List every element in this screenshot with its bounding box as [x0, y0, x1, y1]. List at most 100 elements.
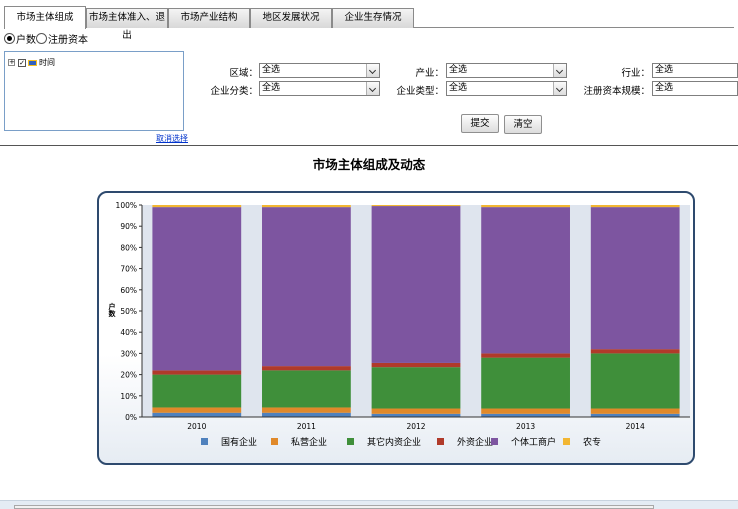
- cancel-selection-link[interactable]: 取消选择: [156, 134, 188, 143]
- bar-segment: [152, 412, 242, 417]
- y-tick-label: 10%: [120, 392, 137, 401]
- sector-select[interactable]: 全选: [652, 63, 738, 78]
- industry-label: 产业：: [415, 68, 444, 79]
- bar-segment: [262, 205, 351, 208]
- tab-enterprise-survival[interactable]: 企业生存情况: [332, 8, 414, 28]
- industry-select[interactable]: 全选: [446, 63, 567, 78]
- bar-segment: [371, 367, 461, 409]
- bar-segment: [481, 207, 570, 354]
- tree-node-label: 时间: [39, 58, 55, 67]
- x-tick-label: 2010: [187, 422, 206, 431]
- y-tick-label: 90%: [120, 222, 137, 231]
- tab-market-composition[interactable]: 市场主体组成: [4, 6, 86, 29]
- tab-regional-development[interactable]: 地区发展状况: [250, 8, 332, 28]
- bar-segment: [152, 374, 242, 408]
- submit-button[interactable]: 提交: [461, 114, 499, 133]
- bar-segment: [481, 413, 570, 417]
- y-tick-label: 60%: [120, 286, 137, 295]
- bar-segment: [371, 362, 461, 368]
- legend-swatch: [271, 438, 278, 445]
- bar-segment: [481, 205, 570, 208]
- horizontal-scrollbar[interactable]: [14, 505, 654, 509]
- checkbox-icon[interactable]: ✓: [18, 58, 26, 67]
- bar-segment: [262, 412, 351, 417]
- clear-button[interactable]: 清空: [504, 115, 542, 134]
- bar-segment: [262, 366, 351, 371]
- chevron-down-icon: [366, 82, 379, 95]
- category-label: 企业分类：: [210, 86, 258, 97]
- bar-segment: [152, 207, 242, 371]
- bar-segment: [152, 205, 242, 208]
- capital-select[interactable]: 全选: [652, 81, 738, 96]
- sector-label: 行业：: [621, 68, 650, 79]
- radio-households-label: 户数: [16, 34, 36, 46]
- tab-market-entry-exit[interactable]: 市场主体准入、退出: [86, 8, 168, 41]
- y-tick-label: 0%: [125, 413, 137, 422]
- bar-segment: [371, 413, 461, 417]
- bar-segment: [371, 206, 461, 363]
- bottom-scroll-track: [0, 500, 738, 509]
- region-select[interactable]: 全选: [259, 63, 380, 78]
- stacked-bar-chart: 0% 10% 20% 30% 40% 50% 60% 70% 80% 90% 100% 户数 2010 2…: [108, 201, 690, 448]
- legend-label: 国有企业: [221, 436, 257, 448]
- capital-label: 注册资本规模：: [583, 86, 650, 97]
- type-select-value: 全选: [449, 83, 468, 93]
- bar-segment: [262, 370, 351, 408]
- bar-segment: [481, 357, 570, 409]
- tab-strip: 市场主体组成 市场主体准入、退出 市场产业结构 地区发展状况 企业生存情况: [4, 6, 734, 41]
- expand-icon[interactable]: +: [8, 58, 15, 66]
- bar-segment: [481, 353, 570, 358]
- y-tick-label: 40%: [120, 328, 137, 337]
- legend-swatch: [563, 438, 570, 445]
- y-tick-label: 20%: [120, 371, 137, 380]
- chart-title: 市场主体组成及动态: [312, 157, 426, 172]
- bar-segment: [590, 408, 680, 414]
- bar-segment: [152, 370, 242, 375]
- x-tick-label: 2011: [297, 422, 316, 431]
- radio-registered-capital-label: 注册资本: [48, 34, 88, 46]
- tree-node-time[interactable]: + ✓ 时间: [8, 57, 55, 68]
- folder-icon: [28, 59, 37, 66]
- bar-segment: [481, 408, 570, 414]
- bar-segment: [590, 413, 680, 417]
- region-label: 区域：: [229, 68, 258, 79]
- type-label: 企业类型：: [396, 86, 444, 97]
- y-tick-label: 30%: [120, 349, 137, 358]
- x-tick-label: 2012: [406, 422, 425, 431]
- bar-segment: [590, 205, 680, 208]
- tab-industry-structure[interactable]: 市场产业结构: [168, 8, 250, 28]
- time-tree: + ✓ 时间: [4, 51, 184, 131]
- legend-swatch: [437, 438, 444, 445]
- y-tick-label: 50%: [120, 307, 137, 316]
- sector-select-value: 全选: [655, 65, 674, 75]
- legend-label: 农专: [583, 436, 601, 448]
- radio-households[interactable]: [4, 32, 15, 44]
- chevron-down-icon: [366, 64, 379, 77]
- category-select-value: 全选: [262, 83, 281, 93]
- divider: [0, 145, 738, 146]
- region-select-value: 全选: [262, 65, 281, 75]
- bar-segment: [262, 407, 351, 413]
- x-tick-label: 2014: [626, 422, 645, 431]
- y-tick-label: 80%: [120, 243, 137, 252]
- legend-label: 个体工商户: [511, 436, 556, 448]
- bar-segment: [371, 205, 461, 207]
- y-axis-label: 户数: [108, 302, 117, 318]
- legend-swatch: [201, 438, 208, 445]
- bar-segment: [590, 353, 680, 409]
- industry-select-value: 全选: [449, 65, 468, 75]
- type-select[interactable]: 全选: [446, 81, 567, 96]
- chart-frame: 0% 10% 20% 30% 40% 50% 60% 70% 80% 90% 100% 户数 2010 2…: [97, 191, 695, 465]
- radio-registered-capital[interactable]: [36, 32, 47, 44]
- legend-label: 私营企业: [291, 436, 327, 448]
- y-tick-label: 100%: [116, 201, 137, 210]
- bar-segment: [371, 408, 461, 414]
- category-select[interactable]: 全选: [259, 81, 380, 96]
- bar-segment: [590, 207, 680, 350]
- bar-segment: [262, 207, 351, 367]
- chevron-down-icon: [553, 82, 566, 95]
- x-tick-label: 2013: [516, 422, 535, 431]
- bar-segment: [590, 349, 680, 354]
- chevron-down-icon: [553, 64, 566, 77]
- legend-label: 外资企业: [457, 436, 493, 448]
